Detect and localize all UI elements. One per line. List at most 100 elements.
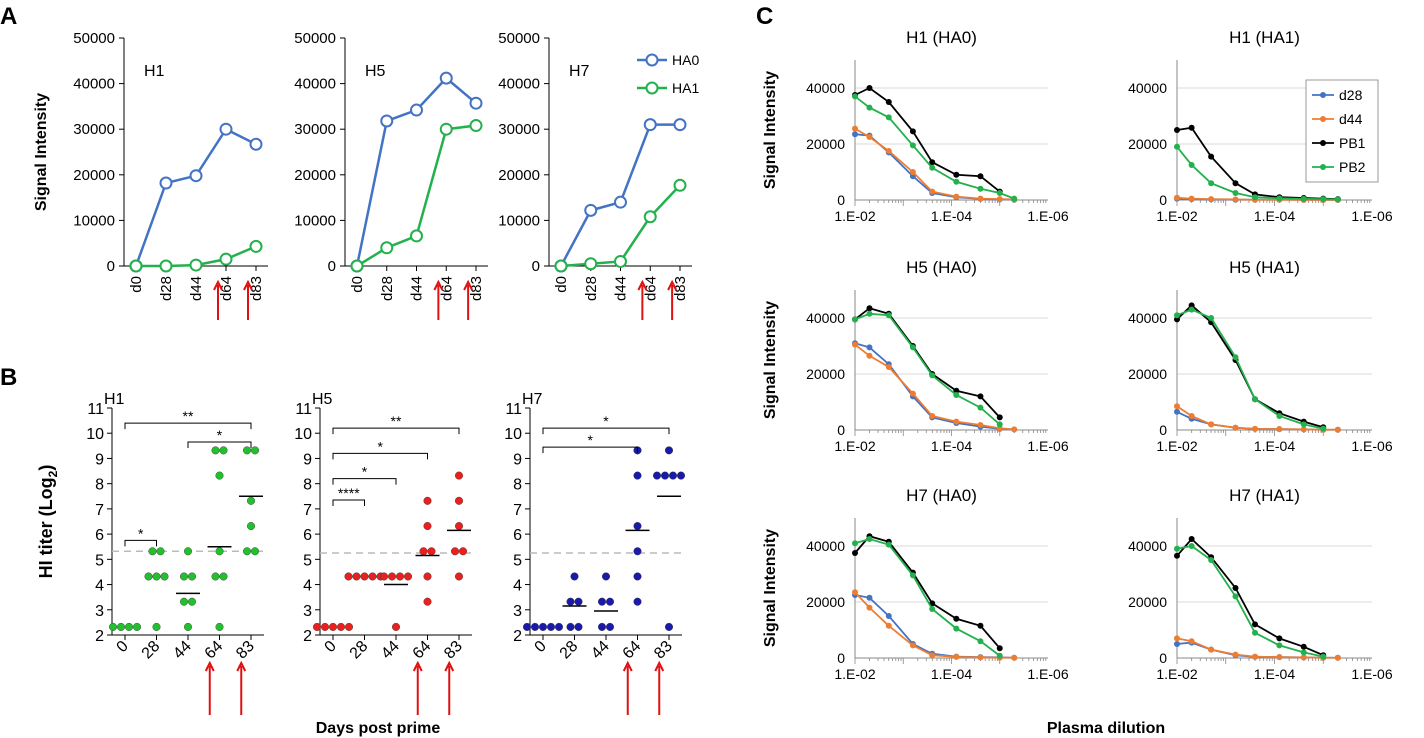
y-tick-label: 2 bbox=[513, 628, 522, 645]
data-point bbox=[547, 622, 556, 631]
significance-bracket bbox=[187, 441, 252, 449]
series-line-PB1 bbox=[854, 535, 1001, 649]
data-point-HA0 bbox=[249, 137, 263, 151]
data-point-HA0 bbox=[584, 203, 598, 217]
data-point bbox=[368, 572, 377, 581]
data-point-d44 bbox=[1188, 413, 1195, 419]
data-point-PB2 bbox=[866, 310, 873, 317]
significance-bracket bbox=[332, 452, 428, 460]
x-tick-label: 1.E-06 bbox=[1351, 666, 1392, 682]
y-tick-label: 11 bbox=[505, 401, 522, 418]
data-point-d44 bbox=[1232, 196, 1239, 203]
significance-bracket bbox=[332, 478, 397, 485]
x-tick-label: 83 bbox=[233, 638, 258, 663]
red-arrow-d64-head bbox=[433, 279, 444, 291]
legend-marker-HA0 bbox=[645, 53, 659, 67]
data-point-d44 bbox=[1174, 403, 1180, 410]
data-point bbox=[345, 622, 354, 631]
data-point-PB2 bbox=[1188, 543, 1195, 549]
series-line-HA0 bbox=[559, 123, 680, 267]
y-tick-label: 20000 bbox=[806, 594, 845, 610]
data-point-d44 bbox=[953, 418, 960, 425]
data-point-d44 bbox=[909, 169, 916, 175]
data-point-PB2 bbox=[1276, 413, 1283, 419]
data-point-PB2 bbox=[996, 421, 1003, 428]
data-point-d44 bbox=[885, 622, 892, 629]
chart-C-H1-HA1: 0 20000 40000 1.E-02 1.E-04 1.E-06 H1 (HA1) d28… bbox=[1128, 28, 1393, 224]
panel-c-xlabel: Plasma dilution bbox=[1047, 720, 1165, 737]
data-point bbox=[215, 547, 224, 556]
chart-A-H5: 0 10000 20000 30000 40000 50000 d0 d28 d44 d64 d83… bbox=[294, 30, 488, 320]
data-point bbox=[388, 572, 397, 581]
data-point-d44 bbox=[1334, 654, 1341, 661]
series-line-PB2 bbox=[854, 312, 1001, 426]
y-tick-label: 8 bbox=[513, 477, 522, 494]
data-point-PB2 bbox=[1011, 195, 1018, 202]
data-point bbox=[329, 622, 338, 631]
data-point-PB1 bbox=[866, 85, 873, 91]
data-point bbox=[215, 471, 224, 480]
chart-title: H5 bbox=[365, 63, 386, 80]
y-tick-label: 0 bbox=[532, 258, 540, 275]
x-tick-label: 64 bbox=[410, 638, 435, 663]
panel-label-b: B bbox=[0, 364, 17, 391]
y-tick-label: 0 bbox=[107, 258, 115, 275]
x-tick-label: 1.E-04 bbox=[1254, 666, 1295, 682]
y-tick-label: 8 bbox=[95, 477, 104, 494]
x-tick-label: d0 bbox=[349, 276, 366, 293]
data-point bbox=[219, 572, 228, 581]
significance-label: * bbox=[378, 438, 384, 454]
legend-label-PB1: PB1 bbox=[1339, 135, 1366, 151]
series-line-HA1 bbox=[356, 124, 477, 268]
data-point-PB1 bbox=[1188, 124, 1195, 131]
data-point-PB2 bbox=[1300, 195, 1307, 202]
data-point bbox=[396, 572, 405, 581]
y-tick-label: 20000 bbox=[806, 136, 845, 152]
data-point-PB2 bbox=[1276, 642, 1283, 649]
y-tick-label: 0 bbox=[1159, 422, 1167, 438]
data-point-PB2 bbox=[1174, 312, 1180, 319]
data-point-d44 bbox=[1208, 646, 1215, 653]
data-point-PB2 bbox=[929, 372, 936, 379]
significance-label: ** bbox=[391, 413, 402, 429]
data-point-HA0 bbox=[219, 122, 233, 136]
y-tick-label: 8 bbox=[303, 477, 312, 494]
data-point-PB2 bbox=[977, 185, 984, 192]
data-point-d44 bbox=[953, 193, 960, 200]
data-point-d44 bbox=[977, 654, 984, 661]
y-tick-label: 7 bbox=[513, 502, 522, 519]
data-point-PB2 bbox=[953, 625, 960, 632]
data-point-d44 bbox=[1300, 654, 1307, 661]
data-point bbox=[451, 547, 460, 556]
data-point-PB2 bbox=[852, 540, 858, 547]
x-tick-label: d83 bbox=[672, 276, 689, 301]
data-point-PB2 bbox=[909, 572, 916, 579]
series-line-PB2 bbox=[854, 538, 1001, 657]
data-point bbox=[187, 572, 196, 581]
x-tick-label: 28 bbox=[347, 638, 372, 663]
data-point bbox=[574, 622, 583, 631]
data-point-PB1 bbox=[1188, 302, 1195, 309]
chart-C-H7-HA1: 0 20000 40000 1.E-02 1.E-04 1.E-06 H7 (HA1) bbox=[1128, 486, 1393, 682]
data-point-d28 bbox=[866, 594, 873, 601]
data-point bbox=[179, 572, 188, 581]
y-tick-label: 40000 bbox=[294, 76, 336, 93]
y-tick-label: 4 bbox=[303, 578, 312, 595]
chart-title: H1 bbox=[144, 63, 165, 80]
x-tick-label: d0 bbox=[128, 276, 145, 293]
data-point-PB2 bbox=[1232, 354, 1239, 361]
y-tick-label: 10000 bbox=[498, 212, 540, 229]
data-point-d44 bbox=[1334, 426, 1341, 433]
data-point-PB1 bbox=[977, 622, 984, 629]
x-tick-label: d83 bbox=[468, 276, 485, 301]
y-tick-label: 40000 bbox=[806, 310, 845, 326]
data-point-HA1 bbox=[614, 254, 627, 268]
y-tick-label: 20000 bbox=[73, 167, 115, 184]
data-point bbox=[219, 446, 228, 455]
significance-bracket bbox=[332, 427, 460, 435]
series-line-PB2 bbox=[1176, 545, 1324, 658]
x-tick-label: 1.E-02 bbox=[1156, 208, 1197, 224]
data-point-HA1 bbox=[410, 229, 423, 243]
significance-label: * bbox=[603, 413, 609, 429]
